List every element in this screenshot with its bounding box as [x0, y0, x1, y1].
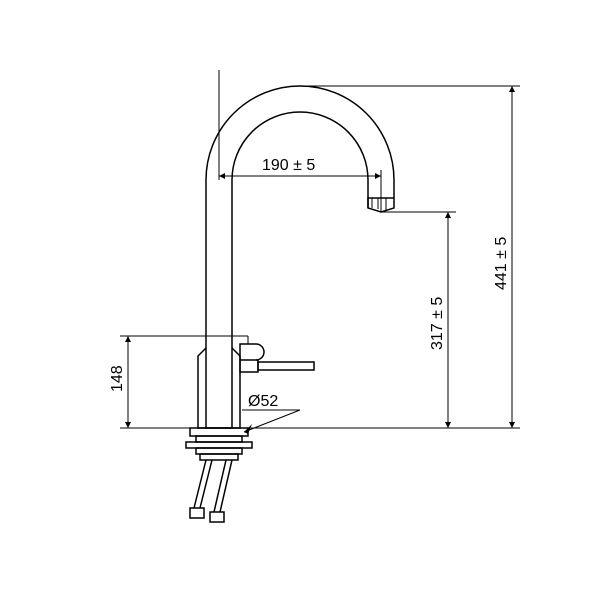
- dim-spout-reach-label: 190 ± 5: [262, 157, 315, 174]
- dim-handle-height-label: 148: [109, 365, 126, 392]
- dim-overall-height: 441 ± 5: [300, 86, 520, 428]
- dim-spout-to-base: 317 ± 5: [240, 212, 520, 428]
- dim-handle-height: 148: [109, 336, 248, 428]
- faucet-dimension-drawing: 190 ± 5 Ø52 148 317 ± 5 441 ± 5: [0, 0, 600, 600]
- dim-overall-height-label: 441 ± 5: [493, 237, 510, 290]
- dim-spout-to-base-label: 317 ± 5: [429, 297, 446, 350]
- dim-base-diameter-label: Ø52: [248, 393, 278, 410]
- faucet-outline: [186, 86, 394, 522]
